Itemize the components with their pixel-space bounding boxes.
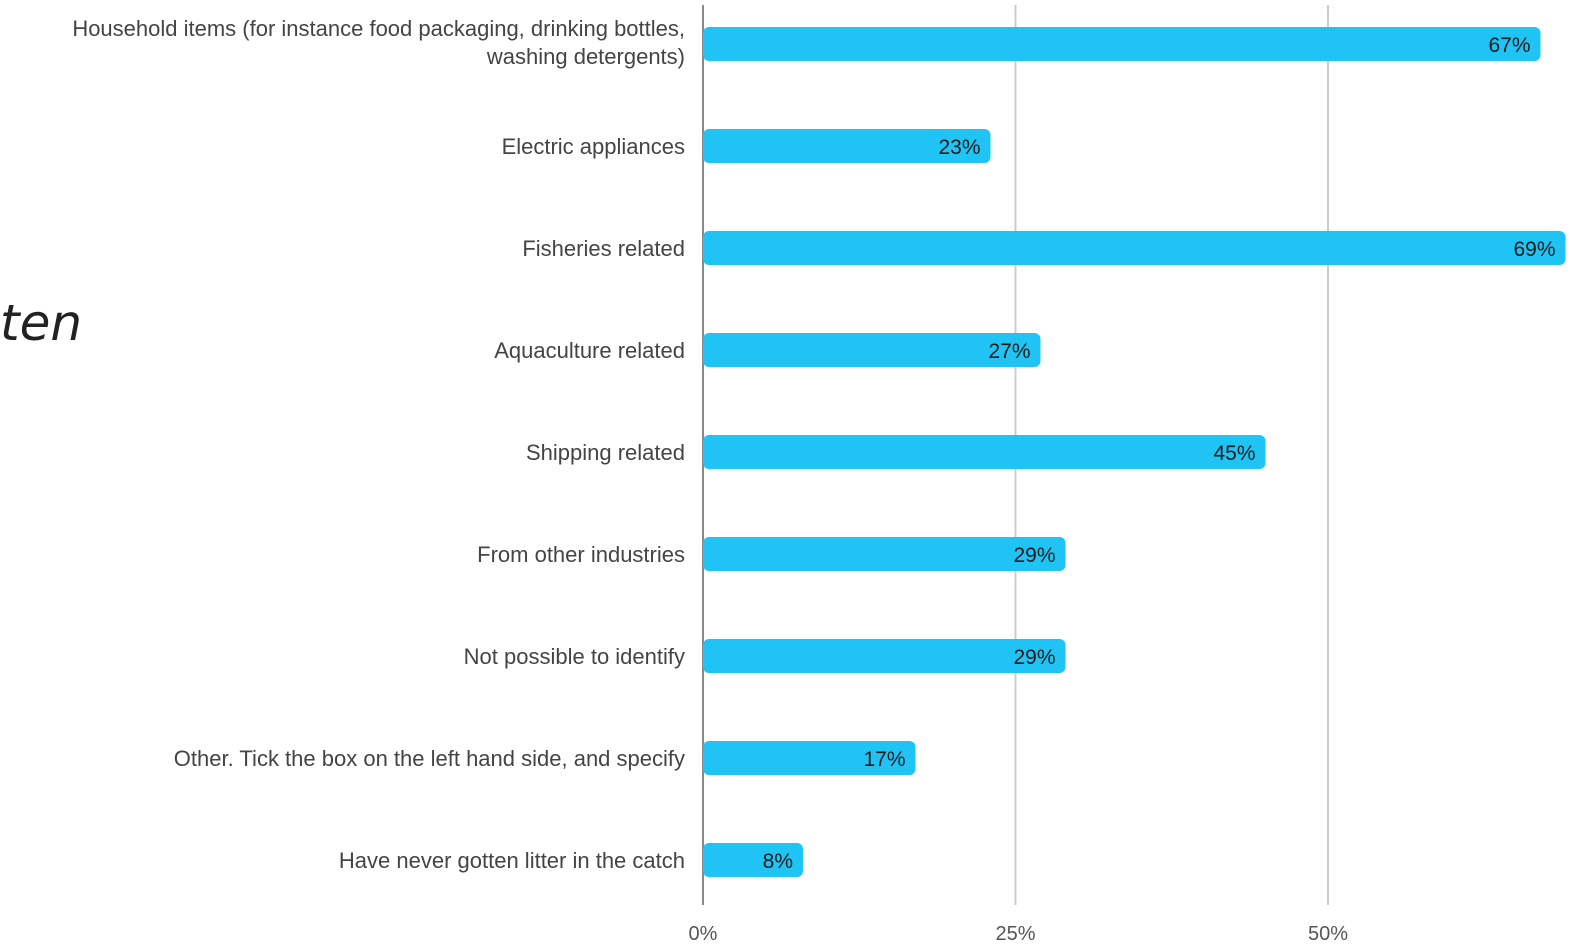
bar-value-label: 17% bbox=[863, 748, 905, 771]
bar bbox=[703, 537, 1066, 571]
bar-value-label: 67% bbox=[1488, 34, 1530, 57]
category-label: From other industries bbox=[477, 542, 685, 567]
bar-value-label: 27% bbox=[988, 340, 1030, 363]
category-label: Fisheries related bbox=[522, 236, 685, 261]
bar-value-label: 29% bbox=[1013, 646, 1055, 669]
bar bbox=[703, 639, 1066, 673]
bar-value-label: 8% bbox=[763, 850, 793, 873]
bar-value-label: 29% bbox=[1013, 544, 1055, 567]
bar-value-label: 23% bbox=[938, 136, 980, 159]
bar bbox=[703, 129, 991, 163]
bar bbox=[703, 231, 1566, 265]
category-label: Other. Tick the box on the left hand sid… bbox=[174, 746, 685, 771]
category-label: Shipping related bbox=[526, 440, 685, 465]
category-label: Electric appliances bbox=[502, 134, 685, 159]
cropped-side-text: ten bbox=[0, 294, 83, 352]
bar-value-label: 45% bbox=[1213, 442, 1255, 465]
bar-value-label: 69% bbox=[1513, 238, 1555, 261]
bar bbox=[703, 333, 1041, 367]
x-tick-label: 50% bbox=[1308, 923, 1348, 945]
bar bbox=[703, 741, 916, 775]
category-label: washing detergents) bbox=[486, 44, 685, 69]
category-label: Not possible to identify bbox=[464, 644, 685, 669]
bar bbox=[703, 27, 1541, 61]
x-tick-label: 0% bbox=[689, 923, 718, 945]
category-label: Household items (for instance food packa… bbox=[72, 16, 685, 41]
category-label: Have never gotten litter in the catch bbox=[339, 848, 685, 873]
bar bbox=[703, 435, 1266, 469]
x-tick-label: 25% bbox=[995, 923, 1035, 945]
category-label: Aquaculture related bbox=[494, 338, 685, 363]
bar bbox=[703, 843, 803, 877]
